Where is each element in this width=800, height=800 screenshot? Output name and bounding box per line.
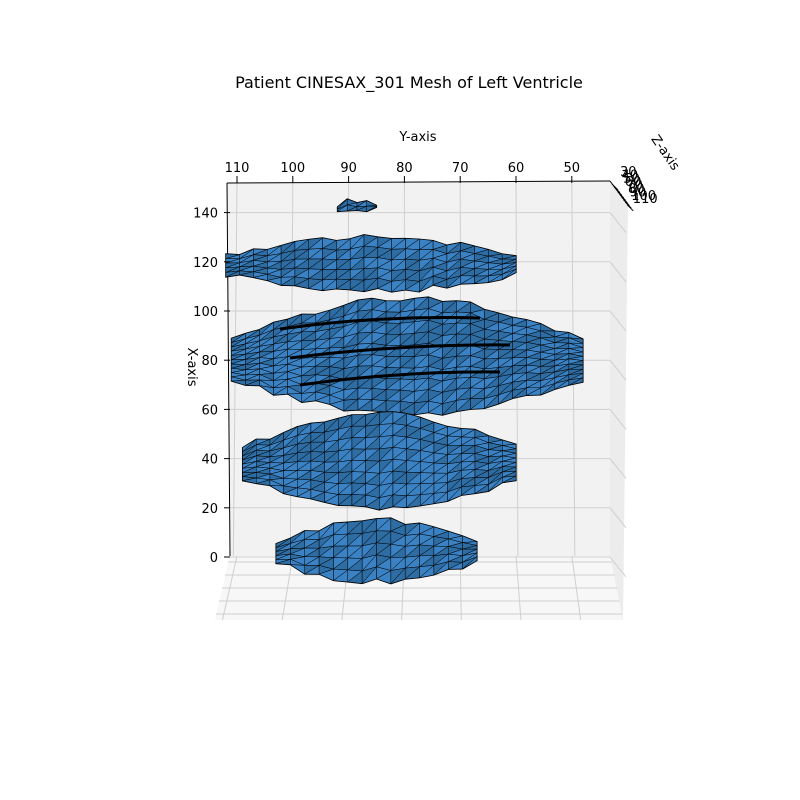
y-tick-label: 90 <box>340 161 357 176</box>
x-tick-label: 80 <box>201 354 218 369</box>
x-tick-label: 60 <box>201 403 218 418</box>
z-tick-label: 70 <box>626 179 643 194</box>
side-grid-line <box>609 556 627 578</box>
mesh-slab <box>241 411 517 511</box>
x-tick-label: 100 <box>193 305 218 320</box>
side-grid-line <box>609 409 627 430</box>
mesh-slab <box>225 234 517 293</box>
y-tick-label: 60 <box>508 161 525 176</box>
mesh-slab <box>230 296 584 416</box>
z-tick-label: 40 <box>622 168 639 183</box>
z-tick-label: 80 <box>628 182 645 197</box>
x-tick-label: 140 <box>193 207 218 222</box>
z-tick-label: 60 <box>625 175 642 190</box>
y-tick-label: 110 <box>225 161 250 176</box>
x-tick-label: 120 <box>193 256 218 271</box>
side-grid-line <box>609 310 627 332</box>
mesh-triangle <box>366 205 377 212</box>
side-grid-line <box>609 458 627 479</box>
side-grid-line <box>609 261 627 283</box>
mesh-contour <box>289 343 511 360</box>
y-tick-label: 100 <box>280 161 305 176</box>
mesh-contour <box>279 315 481 331</box>
z-tick-label: 50 <box>623 172 640 187</box>
left-axis-line <box>226 182 231 557</box>
z-tick-label: 90 <box>630 185 647 200</box>
x-tick-label: 0 <box>210 551 218 566</box>
x-tick-label: 20 <box>201 502 218 517</box>
y-tick-label: 50 <box>564 161 581 176</box>
mesh-triangle <box>502 268 517 280</box>
z-axis-label: Z-axis <box>647 133 682 174</box>
side-grid-line <box>609 359 627 381</box>
mesh-triangle <box>568 377 584 386</box>
side-grid-line <box>609 507 627 529</box>
mesh-contour <box>299 370 501 387</box>
y-tick-label: 80 <box>396 161 413 176</box>
tick-layer: 110 100 90 80 70 60 50020406080100120140304050… <box>193 161 657 566</box>
mesh-slab <box>275 517 478 585</box>
top-axis-line <box>226 180 611 184</box>
z-tick-mark <box>626 204 634 212</box>
chart-title: Patient CINESAX_301 Mesh of Left Ventric… <box>235 73 583 93</box>
side-grid-line <box>609 212 627 233</box>
z-tick-label: 110 <box>633 192 658 207</box>
mesh-triangle <box>502 475 517 483</box>
y-tick-label: 70 <box>452 161 469 176</box>
mesh-triangle <box>462 556 478 570</box>
right-pane <box>610 181 628 620</box>
y-axis-label: Y-axis <box>398 130 436 145</box>
x-axis-label: X-axis <box>184 348 199 387</box>
mesh-surface <box>225 198 584 585</box>
z-tick-label: 100 <box>631 189 656 204</box>
mesh-slab <box>336 198 378 213</box>
z-tick-label: 30 <box>620 165 637 180</box>
x-tick-label: 40 <box>201 453 218 468</box>
